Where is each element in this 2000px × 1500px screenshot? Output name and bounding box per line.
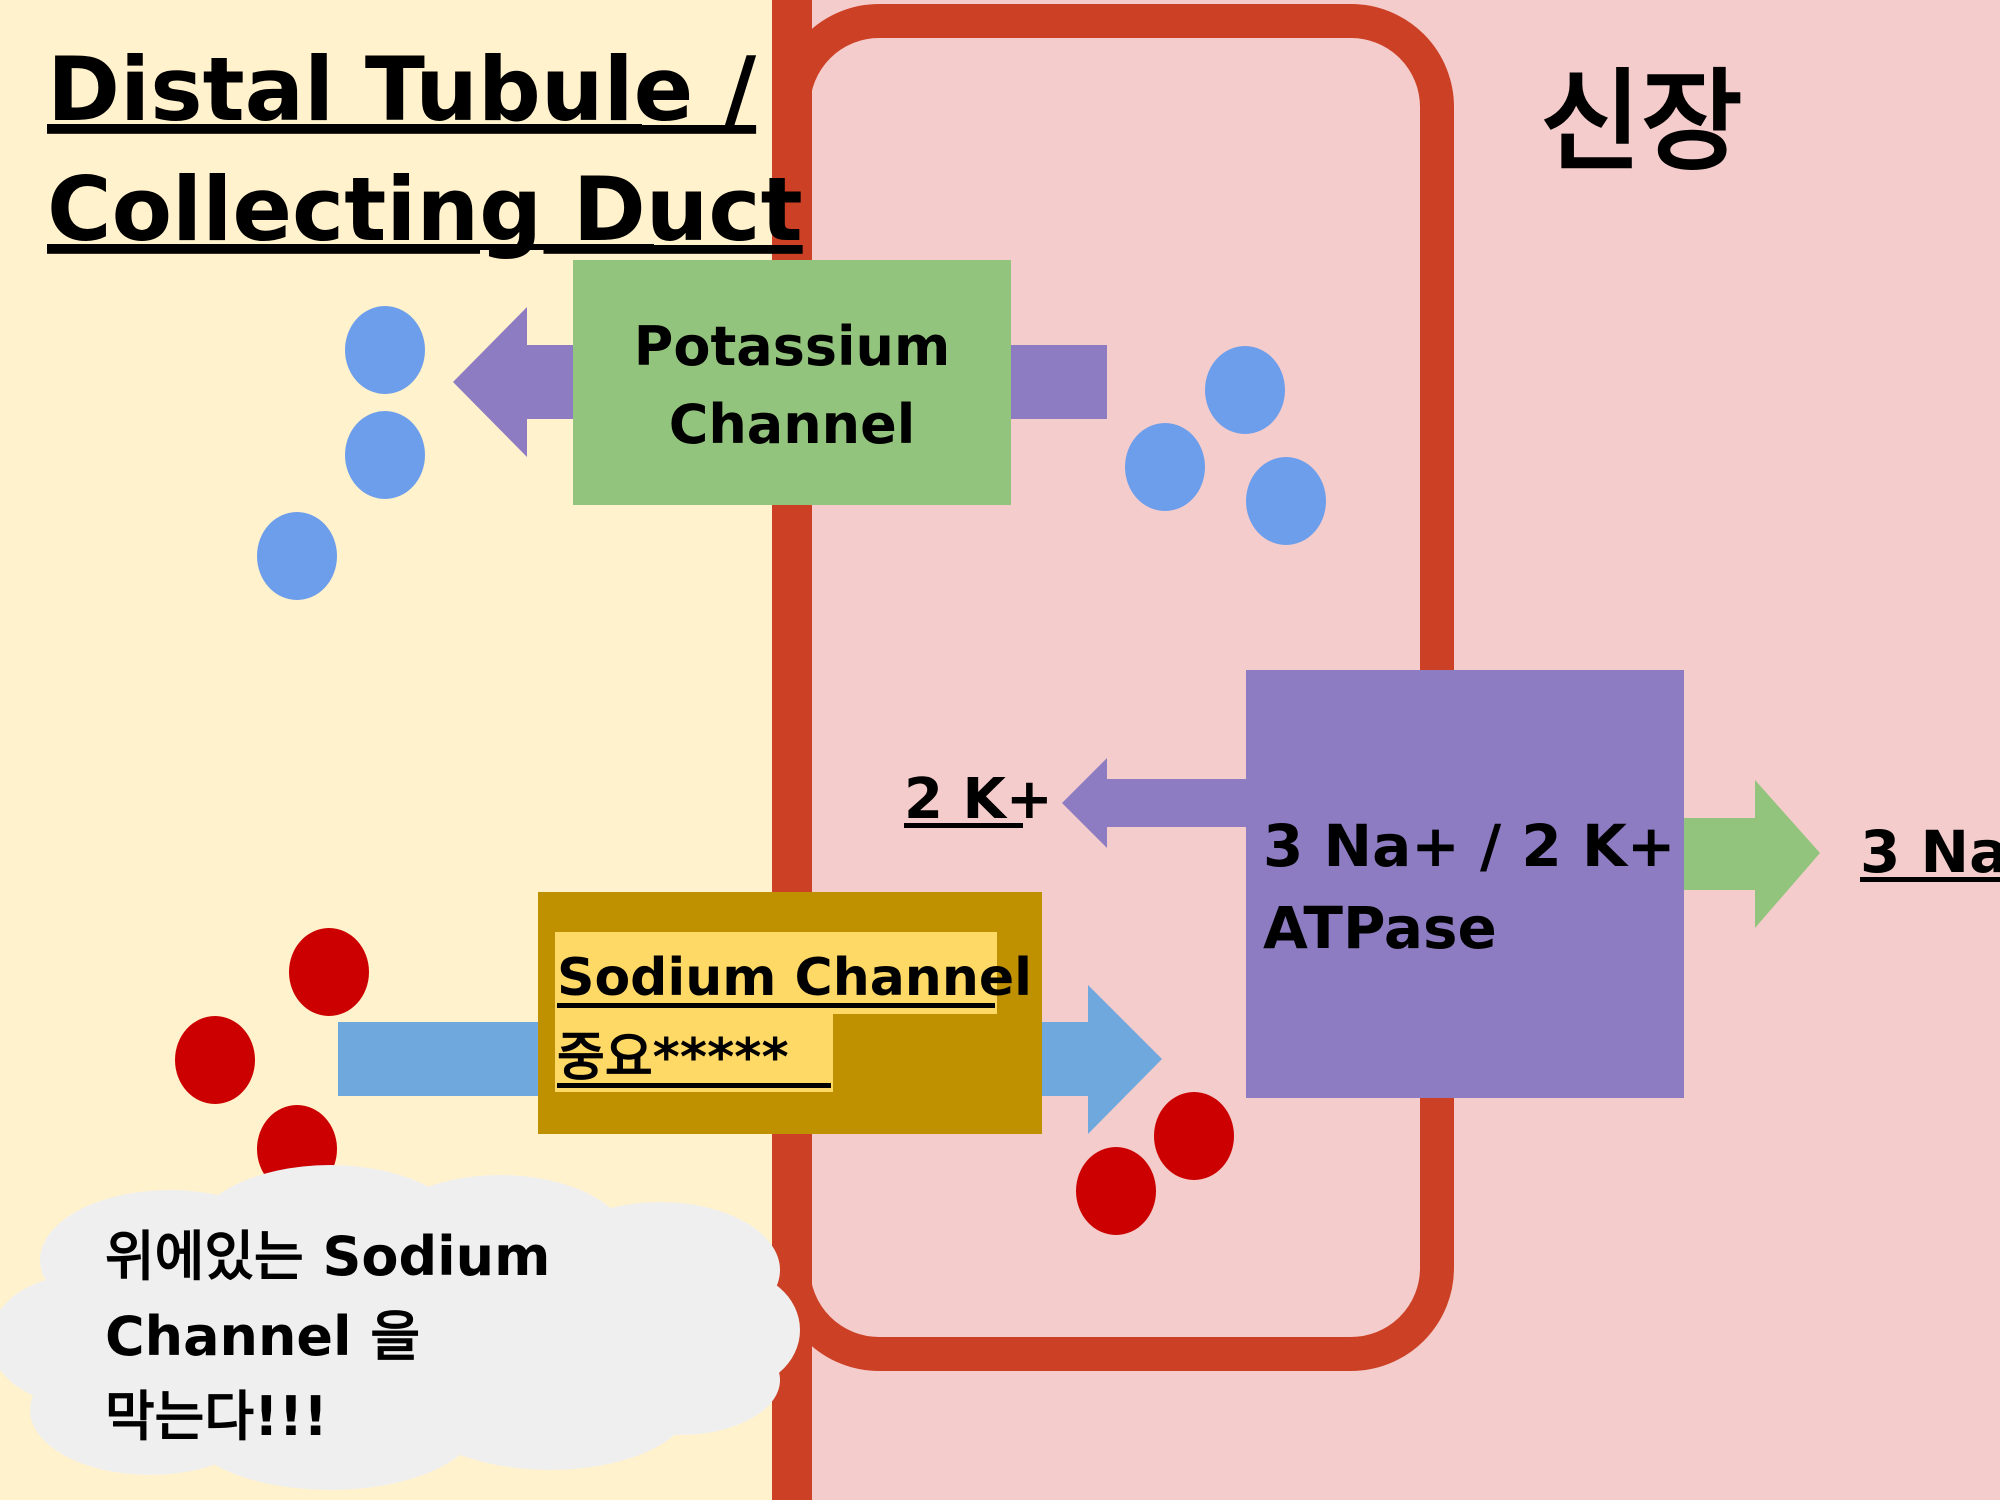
note-line-3: 막는다!!! <box>105 1385 328 1448</box>
atpase-label-2: ATPase <box>1263 894 1497 962</box>
potassium-ion <box>1246 457 1326 545</box>
sodium-channel-label-1: Sodium Channel <box>557 948 1032 1008</box>
sodium-channel-label-highlight-2 <box>555 1014 833 1092</box>
note-line-2: Channel 을 <box>105 1305 420 1368</box>
sodium-channel-label-highlight-1 <box>555 932 997 1014</box>
potassium-ion <box>345 411 425 499</box>
title-underline-2 <box>47 244 654 250</box>
sodium-label-underline-2 <box>557 1083 831 1088</box>
sodium-ion <box>1076 1147 1156 1235</box>
sodium-ion <box>289 928 369 1016</box>
kidney-label: 신장 <box>1540 58 1742 186</box>
potassium-count-label: 2 K+ <box>904 767 1053 832</box>
potassium-channel <box>573 260 1011 505</box>
potassium-count-underline <box>904 823 1023 828</box>
sodium-ion <box>175 1016 255 1104</box>
sodium-ion <box>1154 1092 1234 1180</box>
note-line-1: 위에있는 Sodium <box>105 1225 550 1288</box>
potassium-channel-label-2: Channel <box>669 393 916 456</box>
potassium-import-arrow <box>1062 758 1250 848</box>
potassium-ion <box>1205 346 1285 434</box>
sodium-label-underline-1 <box>557 1003 995 1008</box>
title-line-1: Distal Tubule / <box>47 38 757 141</box>
potassium-ion <box>345 306 425 394</box>
sodium-channel-label-2: 중요***** <box>557 1028 789 1088</box>
sodium-count-underline <box>1860 877 2000 882</box>
title-underline-1 <box>47 124 642 130</box>
sodium-count-label: 3 Na+ <box>1860 818 2000 886</box>
note-cloud <box>0 1165 800 1490</box>
potassium-channel-label-1: Potassium <box>634 315 950 378</box>
sodium-export-arrow <box>1684 780 1820 928</box>
potassium-ion <box>1125 423 1205 511</box>
atpase-label-1: 3 Na+ / 2 K+ <box>1263 812 1676 880</box>
title-line-2: Collecting Duct <box>47 158 803 261</box>
potassium-ion <box>257 512 337 600</box>
na-k-atpase <box>1246 670 1684 1098</box>
